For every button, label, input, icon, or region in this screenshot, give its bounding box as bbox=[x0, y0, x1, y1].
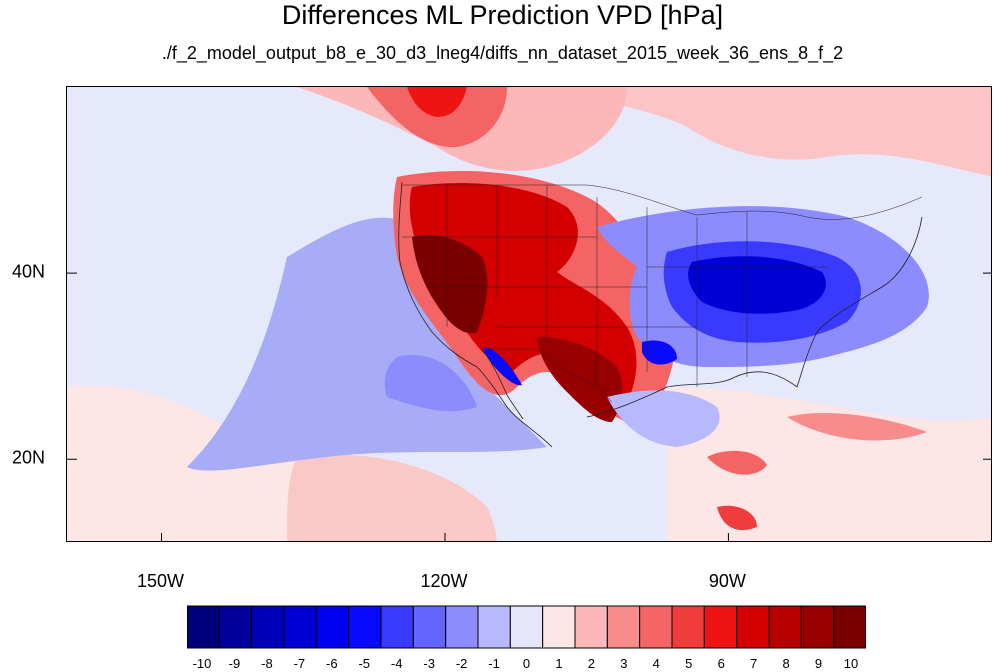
coastlines bbox=[398, 181, 923, 448]
eastern-us-negative-core bbox=[688, 256, 826, 314]
colorbar-label: 0 bbox=[522, 656, 531, 671]
chart-title: Differences ML Prediction VPD [hPa] bbox=[281, 0, 724, 30]
colorbar-label: 2 bbox=[587, 656, 596, 671]
colorbar-label: 3 bbox=[620, 656, 628, 671]
colorbar-swatch bbox=[283, 605, 317, 649]
y-tick-label: 40N bbox=[12, 261, 46, 282]
colorbar-label: -3 bbox=[423, 656, 435, 671]
colorbar-swatch bbox=[509, 605, 544, 649]
colorbar-swatch bbox=[606, 605, 641, 649]
chart-subtitle: ./f_2_model_output_b8_e_30_d3_lneg4/diff… bbox=[161, 43, 844, 63]
colorbar-label: 9 bbox=[814, 656, 823, 671]
colorbar-swatch bbox=[218, 605, 253, 649]
ocean-pink-patch-south bbox=[287, 454, 497, 541]
gulf-of-california-negative-streak bbox=[484, 347, 522, 386]
political-borders bbox=[402, 184, 923, 403]
colorbar-label: 8 bbox=[782, 656, 790, 671]
colorbar-swatch bbox=[445, 605, 479, 649]
gulf-coast-line bbox=[586, 371, 798, 418]
colorbar-swatch bbox=[315, 605, 350, 649]
colorbar-swatch bbox=[477, 605, 511, 649]
colorbar-swatch bbox=[639, 605, 673, 649]
colorbar-swatch bbox=[251, 605, 285, 649]
caribbean-red-spot-3 bbox=[717, 505, 757, 531]
colorbar-label: 1 bbox=[555, 656, 563, 671]
western-us-positive-core bbox=[412, 235, 488, 334]
colorbar bbox=[187, 605, 866, 649]
colorbar-swatch bbox=[187, 605, 220, 649]
northern-canada-peak bbox=[407, 87, 467, 117]
caribbean-pink-region bbox=[667, 387, 991, 541]
colorbar-label: -7 bbox=[293, 656, 306, 671]
colorbar-label: 4 bbox=[652, 656, 660, 671]
x-tick-label: 150W bbox=[136, 571, 184, 591]
west-coast-line bbox=[398, 181, 553, 448]
colorbar-swatch bbox=[833, 605, 866, 649]
canada-us-border bbox=[402, 184, 923, 220]
frame-ticks bbox=[67, 272, 991, 541]
texas-negative-patch bbox=[642, 340, 677, 365]
ocean-pink-patch-northeast bbox=[567, 87, 991, 177]
map-canvas bbox=[67, 87, 991, 541]
northern-canada-positive-core bbox=[367, 87, 507, 148]
colorbar-label: -5 bbox=[358, 656, 371, 671]
colorbar-swatch bbox=[542, 605, 576, 649]
x-tick-label: 90W bbox=[708, 571, 746, 591]
colorbar-label: -6 bbox=[326, 656, 338, 671]
baja-line bbox=[481, 348, 524, 420]
gulf-negative-tint bbox=[607, 390, 720, 447]
us-mexico-border bbox=[482, 348, 613, 403]
colorbar-swatch bbox=[348, 605, 382, 649]
colorbar-label: -9 bbox=[228, 656, 241, 671]
y-tick-label: 20N bbox=[12, 447, 46, 468]
colorbar-swatch bbox=[800, 605, 835, 649]
colorbar-label: -1 bbox=[488, 656, 500, 671]
colorbar-label: 5 bbox=[685, 656, 693, 671]
colorbar-swatch bbox=[574, 605, 608, 649]
colorbar-swatch bbox=[736, 605, 770, 649]
colorbar-swatch bbox=[671, 605, 705, 649]
colorbar-label: 6 bbox=[717, 656, 725, 671]
caribbean-red-spot-2 bbox=[787, 412, 927, 441]
colorbar-label: 7 bbox=[750, 656, 758, 671]
colorbar-swatch bbox=[412, 605, 447, 649]
colorbar-label: -8 bbox=[261, 656, 273, 671]
colorbar-swatch bbox=[703, 605, 738, 649]
caribbean-red-spots bbox=[707, 450, 767, 475]
colorbar-label: -10 bbox=[192, 656, 212, 671]
map-panel bbox=[66, 86, 992, 542]
colorbar-swatch bbox=[768, 605, 802, 649]
colorbar-label: -2 bbox=[455, 656, 468, 671]
eastern-pacific-negative-core bbox=[384, 355, 477, 412]
mexico-positive-core bbox=[537, 337, 623, 422]
east-coast-line bbox=[796, 216, 923, 388]
x-tick-label: 120W bbox=[420, 571, 468, 591]
colorbar-label: 10 bbox=[843, 656, 859, 671]
colorbar-label: -4 bbox=[390, 656, 403, 671]
colorbar-swatch bbox=[380, 605, 414, 649]
